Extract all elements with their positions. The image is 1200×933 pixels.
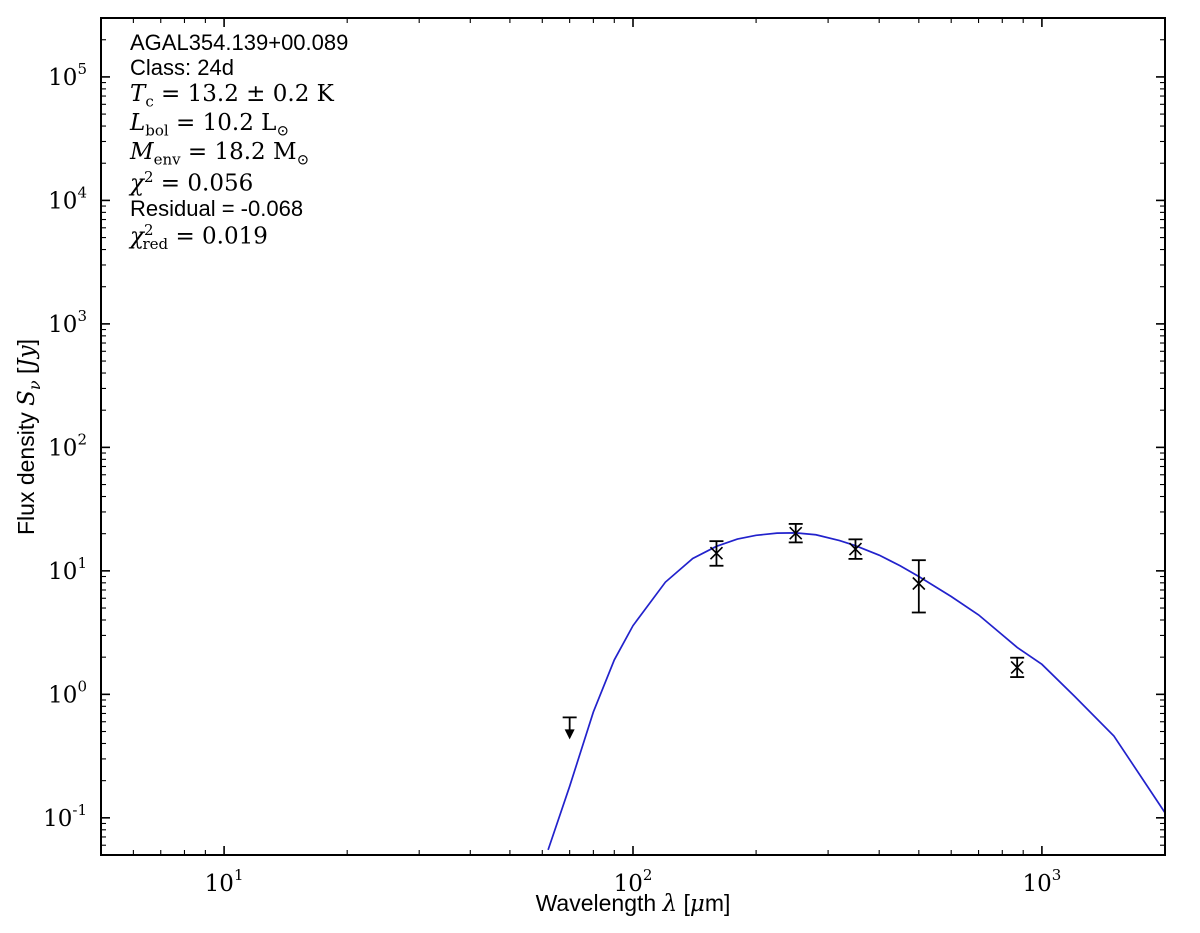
photometry-point <box>1010 656 1025 678</box>
bolometric-luminosity-label: Lbol = 10.2 L⊙ <box>130 109 560 141</box>
y-axis-label: Flux density Sν [Jy] <box>13 339 44 535</box>
solar-mass-symbol: ⊙ <box>296 150 310 169</box>
data-points-layer <box>562 523 1025 740</box>
photometry-point <box>788 523 803 544</box>
temperature-unit: K <box>309 80 334 107</box>
mass-subscript: env <box>153 150 181 169</box>
mass-symbol: M <box>130 138 154 165</box>
cross-marker-icon <box>709 546 724 560</box>
chi-equals: = <box>153 170 188 197</box>
temperature-value: 13.2 <box>187 80 239 107</box>
model-curve-layer <box>547 532 1166 851</box>
svg-text:101: 101 <box>205 866 244 897</box>
luminosity-subscript: bol <box>145 121 169 140</box>
chi-squared-label: χ2 = 0.056 <box>130 167 560 198</box>
envelope-mass-label: Menv = 18.2 M⊙ <box>130 138 560 170</box>
mass-unit: M <box>265 138 297 165</box>
temperature-equals: = <box>153 80 188 107</box>
photometry-point <box>848 538 863 560</box>
cross-marker-icon <box>912 576 926 591</box>
luminosity-unit: L <box>253 109 277 136</box>
chi-symbol: χ <box>130 170 144 197</box>
luminosity-symbol: L <box>130 109 146 136</box>
cross-marker-icon <box>848 542 863 556</box>
svg-text:103: 103 <box>1022 866 1061 897</box>
chi-red-equals: = <box>168 223 203 250</box>
chi-exponent: 2 <box>143 167 154 186</box>
svg-text:102: 102 <box>614 866 653 897</box>
reduced-chi-squared-label: χ2red = 0.019 <box>130 221 560 255</box>
chi-red-exponent: 2 <box>143 221 154 240</box>
downward-arrow-icon <box>564 729 575 740</box>
x-axis-label: Wavelength λ [μm] <box>536 890 731 917</box>
temperature-symbol: T <box>130 80 146 107</box>
chi-red-symbol: χ <box>130 223 144 250</box>
fit-parameters-annotation: AGAL354.139+00.089 Class: 24d Tc = 13.2 … <box>130 30 560 255</box>
temperature-error: 0.2 <box>272 80 310 107</box>
svg-text:105: 105 <box>48 60 87 91</box>
luminosity-equals: = <box>168 109 203 136</box>
cross-marker-icon <box>789 526 803 540</box>
chi-red-value: 0.019 <box>202 223 268 250</box>
upper-limit-point <box>562 716 577 740</box>
temperature-subscript: c <box>145 92 154 111</box>
luminosity-value: 10.2 <box>202 109 254 136</box>
svg-text:103: 103 <box>48 307 87 338</box>
photometry-point <box>709 540 724 567</box>
svg-text:10-1: 10-1 <box>43 801 87 832</box>
svg-text:101: 101 <box>48 554 87 585</box>
photometry-point <box>911 559 926 614</box>
svg-text:100: 100 <box>48 677 87 708</box>
chi-red-subscript: red <box>142 235 169 254</box>
mass-value: 18.2 <box>214 138 266 165</box>
cross-marker-icon <box>1010 660 1024 675</box>
solar-luminosity-symbol: ⊙ <box>276 121 290 140</box>
svg-text:104: 104 <box>48 183 87 214</box>
mass-equals: = <box>180 138 215 165</box>
chi-value: 0.056 <box>187 170 254 197</box>
svg-text:102: 102 <box>48 430 87 461</box>
temperature-plusminus: ± <box>238 80 273 107</box>
residual-label: Residual = -0.068 <box>130 195 304 221</box>
source-class-label: Class: 24d <box>130 55 234 81</box>
source-name-label: AGAL354.139+00.089 <box>130 30 349 55</box>
greybody-model-curve <box>547 532 1166 851</box>
dust-temperature-label: Tc = 13.2 ± 0.2 K <box>130 80 560 112</box>
axes-frame <box>100 17 1166 856</box>
tick-labels: 101 102 103 10-1 100 101 102 103 104 105 <box>43 60 1061 897</box>
